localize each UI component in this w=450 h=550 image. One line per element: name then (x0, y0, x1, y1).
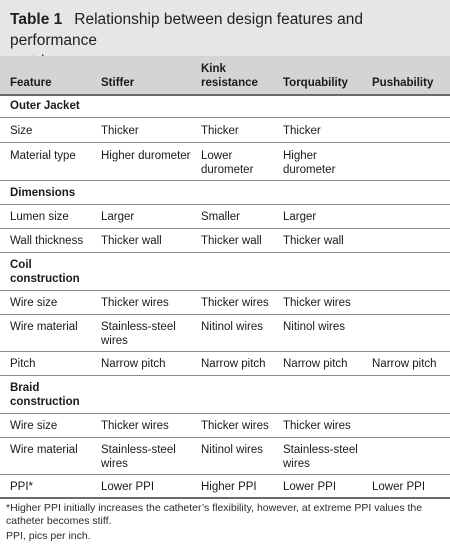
cell-mattype-kink-2: durometer (201, 164, 254, 176)
cell-size-torq: Thicker (283, 125, 321, 137)
cell-wall-stiffer: Thicker wall (101, 235, 162, 247)
cell-mattype-feature: Material type (10, 150, 76, 162)
section-coil-2: construction (10, 273, 80, 285)
header-torquability: Torquability (283, 77, 348, 89)
table-number: Table 1 (10, 11, 63, 28)
header-pushability: Pushability (372, 77, 434, 89)
table-title: Relationship between design features and… (10, 11, 363, 49)
cell-braidwm-torq-1: Stainless-steel (283, 444, 358, 456)
cell-braidwm-stiffer-1: Stainless-steel (101, 444, 176, 456)
header-stiffer: Stiffer (101, 77, 135, 89)
cell-mattype-stiffer: Higher durometer (101, 150, 191, 162)
row-divider (0, 290, 450, 291)
cell-mattype-kink-1: Lower (201, 150, 233, 162)
row-divider (0, 252, 450, 253)
section-outer-jacket: Outer Jacket (10, 100, 80, 112)
cell-braidwm-kink: Nitinol wires (201, 444, 263, 456)
header-row (0, 56, 450, 94)
cell-braidwm-stiffer-2: wires (101, 458, 128, 470)
cell-braidws-feature: Wire size (10, 420, 58, 432)
cell-pitch-stiffer: Narrow pitch (101, 358, 166, 370)
cell-coilwm-torq: Nitinol wires (283, 321, 345, 333)
cell-braidws-torq: Thicker wires (283, 420, 351, 432)
row-divider (0, 413, 450, 414)
header-feature: Feature (10, 77, 52, 89)
cell-braidws-stiffer: Thicker wires (101, 420, 169, 432)
row-divider (0, 314, 450, 315)
cell-ppi-torq: Lower PPI (283, 481, 337, 493)
cell-size-stiffer: Thicker (101, 125, 139, 137)
cell-ppi-kink: Higher PPI (201, 481, 257, 493)
cell-lumen-torq: Larger (283, 211, 317, 223)
cell-coilwm-stiffer-2: wires (101, 335, 128, 347)
row-divider (0, 474, 450, 475)
row-divider (0, 228, 450, 229)
cell-wall-kink: Thicker wall (201, 235, 262, 247)
cell-ppi-stiffer: Lower PPI (101, 481, 155, 493)
row-divider (0, 351, 450, 352)
cell-coilwm-kink: Nitinol wires (201, 321, 263, 333)
table-bottom-rule (0, 497, 450, 499)
footnote-ppi: *Higher PPI initially increases the cath… (6, 502, 423, 514)
row-divider (0, 204, 450, 205)
cell-mattype-torq-2: durometer (283, 164, 336, 176)
section-dimensions: Dimensions (10, 187, 76, 199)
cell-braidws-kink: Thicker wires (201, 420, 269, 432)
cell-wall-feature: Wall thickness (10, 235, 84, 247)
cell-coilws-stiffer: Thicker wires (101, 297, 169, 309)
row-divider (0, 375, 450, 376)
cell-wall-torq: Thicker wall (283, 235, 344, 247)
cell-braidwm-torq-2: wires (283, 458, 310, 470)
cell-size-feature: Size (10, 125, 33, 137)
row-divider (0, 180, 450, 181)
cell-coilws-torq: Thicker wires (283, 297, 351, 309)
footnote-ppi-cont: catheter becomes stiff. (6, 515, 112, 527)
row-divider (0, 142, 450, 143)
cell-ppi-push: Lower PPI (372, 481, 426, 493)
cell-coilws-feature: Wire size (10, 297, 58, 309)
header-kink-1: Kink (201, 63, 226, 75)
cell-mattype-torq-1: Higher (283, 150, 317, 162)
header-kink-2: resistance (201, 77, 258, 89)
row-divider (0, 117, 450, 118)
footnote-abbrev: PPI, pics per inch. (6, 530, 91, 542)
cell-braidwm-feature: Wire material (10, 444, 78, 456)
section-braid-1: Braid (10, 382, 40, 394)
cell-pitch-feature: Pitch (10, 358, 36, 370)
table-caption: Table 1 Relationship between design featu… (0, 0, 450, 70)
cell-coilwm-feature: Wire material (10, 321, 78, 333)
section-braid-2: construction (10, 396, 80, 408)
cell-pitch-kink: Narrow pitch (201, 358, 266, 370)
cell-pitch-torq: Narrow pitch (283, 358, 348, 370)
cell-size-kink: Thicker (201, 125, 239, 137)
row-divider (0, 437, 450, 438)
header-rule (0, 94, 450, 96)
cell-coilws-kink: Thicker wires (201, 297, 269, 309)
cell-pitch-push: Narrow pitch (372, 358, 437, 370)
section-coil-1: Coil (10, 259, 32, 271)
cell-ppi-feature: PPI* (10, 481, 34, 493)
cell-lumen-feature: Lumen size (10, 211, 69, 223)
cell-lumen-stiffer: Larger (101, 211, 135, 223)
cell-lumen-kink: Smaller (201, 211, 240, 223)
cell-coilwm-stiffer-1: Stainless-steel (101, 321, 176, 333)
